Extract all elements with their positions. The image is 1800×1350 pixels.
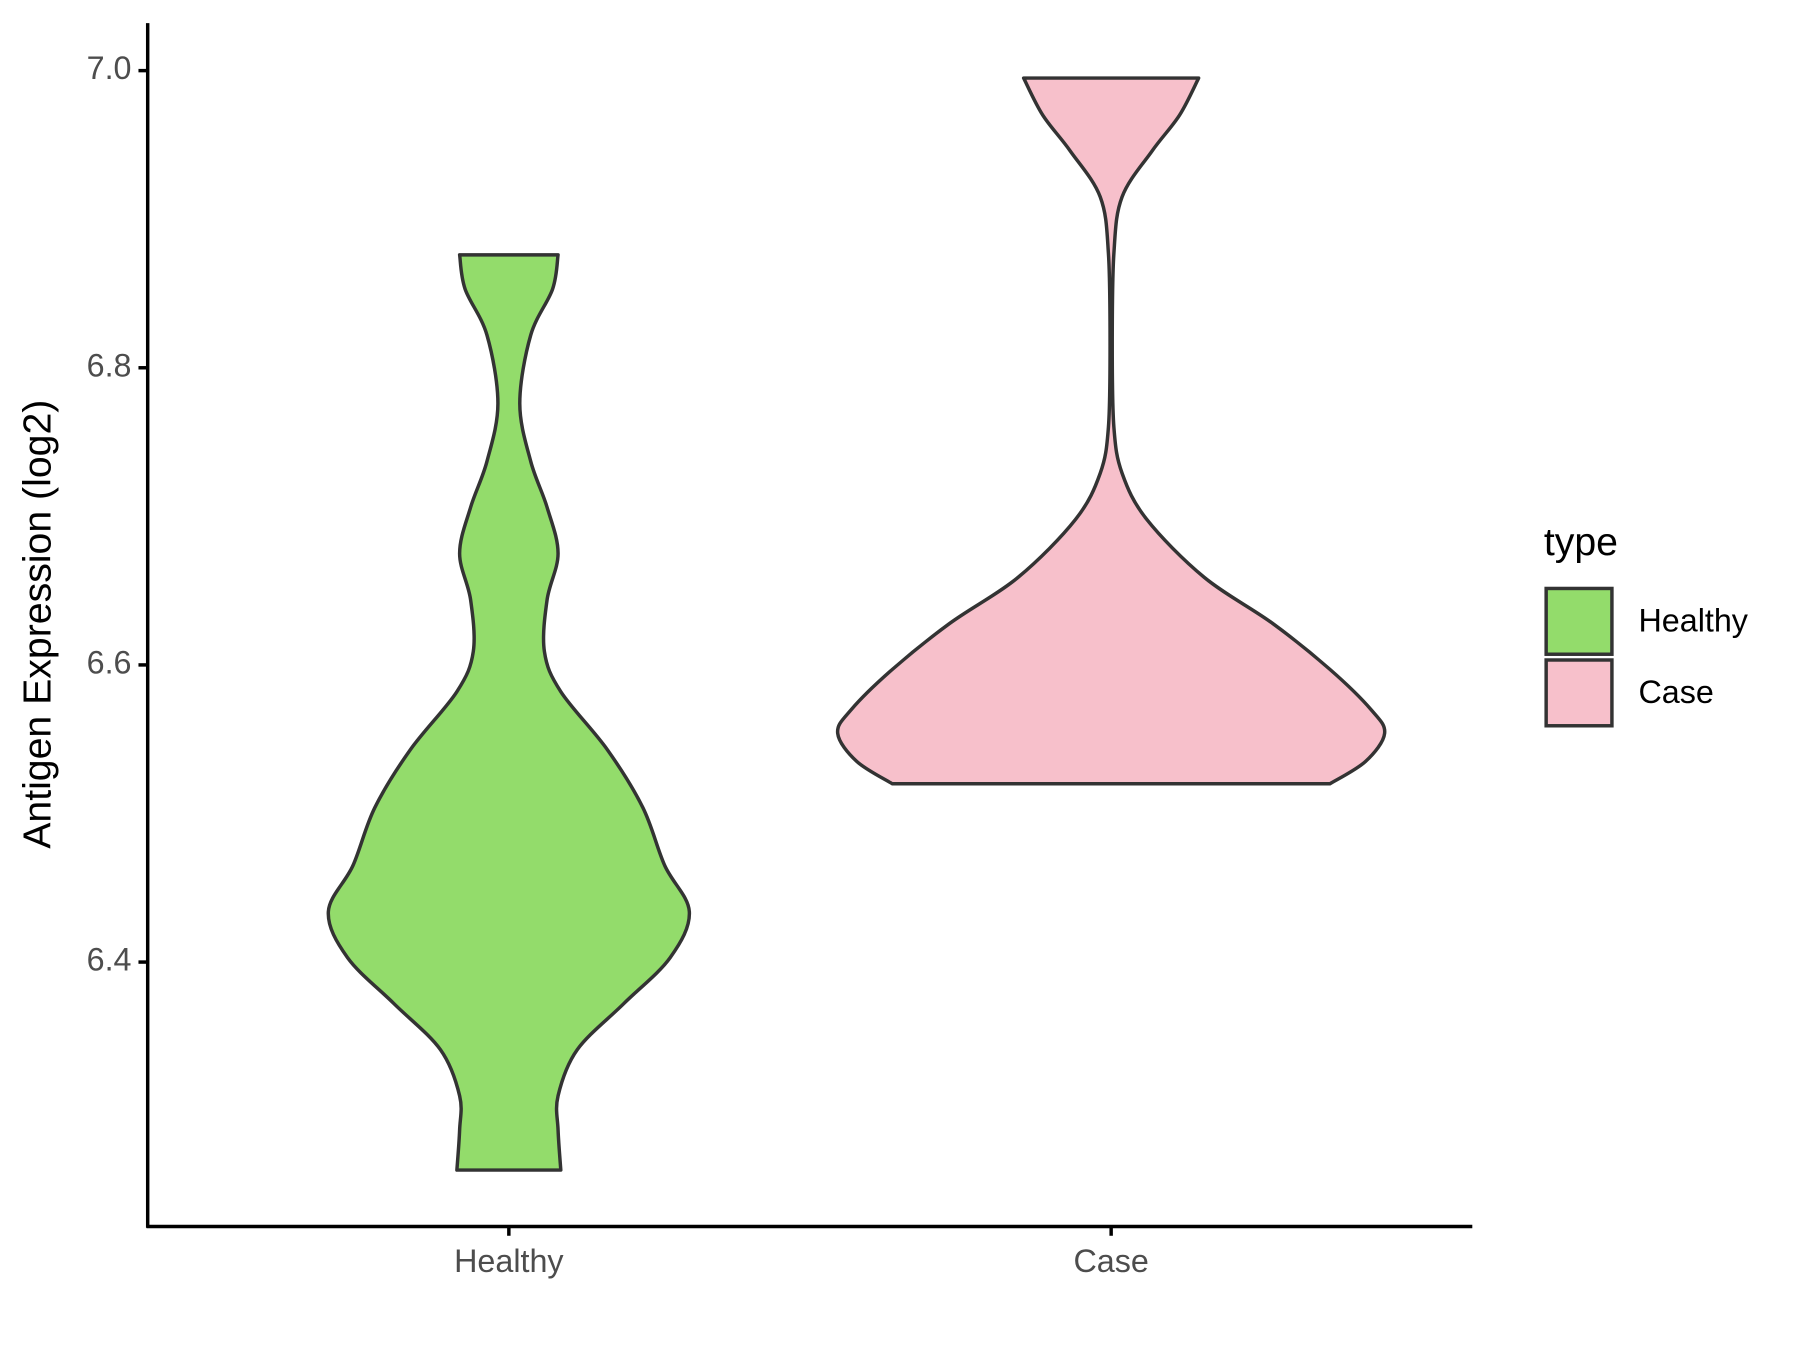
y-axis-label: Antigen Expression (log2)	[16, 400, 60, 849]
y-tick-label: 6.6	[87, 644, 132, 680]
x-tick-label: Case	[1073, 1243, 1148, 1279]
legend-swatch	[1544, 658, 1614, 728]
y-tick-label: 6.8	[87, 347, 132, 383]
violin	[835, 76, 1387, 786]
legend-label: Case	[1638, 674, 1713, 710]
y-tick-label: 6.4	[87, 942, 132, 978]
violin	[326, 253, 692, 1172]
x-tick-label: Healthy	[454, 1243, 564, 1279]
y-tick-label: 7.0	[87, 50, 132, 86]
legend-swatch	[1544, 586, 1614, 656]
legend-title: type	[1544, 520, 1618, 564]
legend-label: Healthy	[1638, 603, 1748, 639]
